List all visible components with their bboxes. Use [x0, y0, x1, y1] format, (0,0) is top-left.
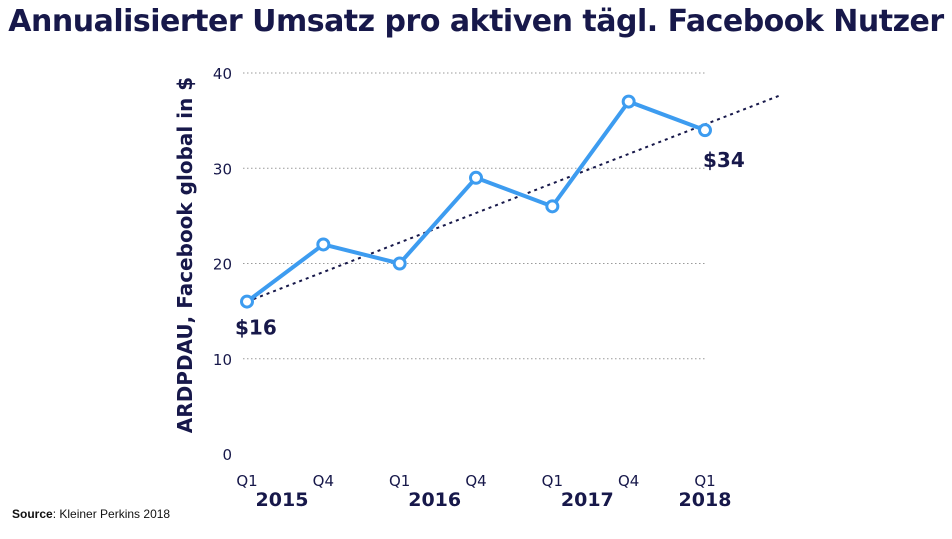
annotation-1: $34 — [703, 148, 745, 172]
source-prefix: Source — [12, 507, 53, 521]
x-tick-1: Q4 — [313, 472, 334, 490]
source-text: : Kleiner Perkins 2018 — [52, 507, 171, 521]
y-axis-label: ARDPDAU, Facebook global in $ — [173, 77, 197, 433]
data-point-3 — [469, 170, 483, 185]
x-tick-labels: Q1 Q4 Q1 Q4 Q1 Q4 Q1 — [236, 472, 715, 490]
year-label-2015: 2015 — [256, 489, 309, 511]
x-tick-0: Q1 — [236, 472, 257, 490]
trendline-group — [246, 93, 782, 303]
annotation-labels: $16 $34 — [235, 148, 745, 339]
data-point-0 — [240, 294, 254, 309]
year-label-2018: 2018 — [679, 489, 732, 511]
y-tick-20: 20 — [213, 256, 232, 274]
y-tick-labels: 0 10 20 30 40 — [213, 65, 232, 464]
data-point-2 — [392, 256, 407, 271]
year-label-2017: 2017 — [561, 489, 614, 511]
series-line-0 — [245, 99, 706, 304]
x-tick-6: Q1 — [694, 472, 715, 490]
x-tick-5: Q4 — [618, 472, 639, 490]
series-group — [240, 94, 712, 309]
data-point-1 — [316, 237, 331, 252]
data-point-6 — [698, 123, 712, 138]
data-point-5 — [621, 94, 636, 109]
y-tick-40: 40 — [213, 65, 232, 83]
data-point-4 — [545, 199, 560, 214]
grid-lines — [243, 72, 705, 360]
chart-title: Annualisierter Umsatz pro aktiven tägl. … — [8, 4, 944, 39]
x-tick-2: Q1 — [389, 472, 410, 490]
x-tick-4: Q1 — [542, 472, 563, 490]
source-note: Source: Kleiner Perkins 2018 — [12, 507, 170, 521]
x-tick-3: Q4 — [465, 472, 486, 490]
y-tick-0: 0 — [222, 446, 232, 464]
y-tick-30: 30 — [213, 160, 232, 178]
year-label-2016: 2016 — [408, 489, 461, 511]
annotation-0: $16 — [235, 316, 277, 340]
y-tick-10: 10 — [213, 351, 232, 369]
year-labels: 2015 2016 2017 2018 — [256, 489, 732, 511]
trendline — [246, 93, 782, 303]
